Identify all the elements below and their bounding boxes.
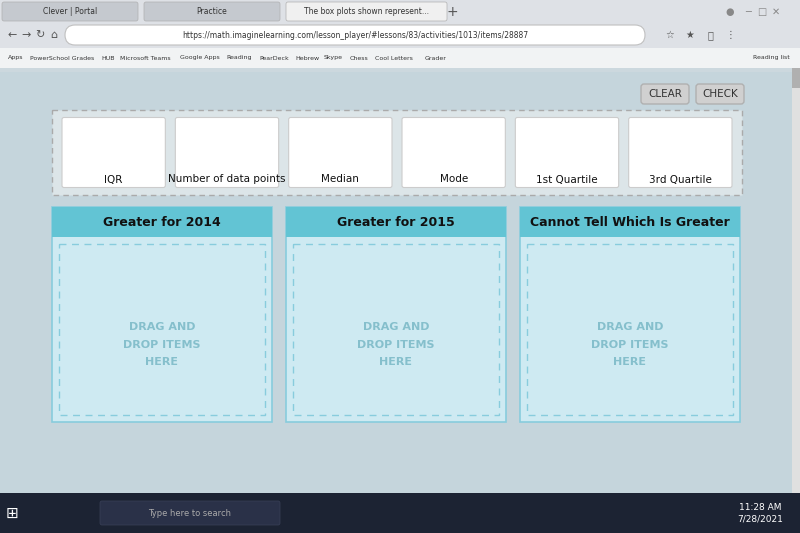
Text: Number of data points: Number of data points [168,174,286,184]
Text: Skype: Skype [324,55,343,61]
Text: □: □ [758,7,766,17]
Text: 7/28/2021: 7/28/2021 [737,514,783,523]
FancyBboxPatch shape [402,117,506,188]
Text: 👤: 👤 [707,30,713,40]
Bar [520,207,740,422]
Text: Median: Median [322,174,359,184]
Text: DRAG AND
DROP ITEMS
HERE: DRAG AND DROP ITEMS HERE [358,322,434,367]
Text: Grader: Grader [425,55,447,61]
Text: +: + [446,5,458,19]
FancyBboxPatch shape [62,117,166,188]
Text: ⋮: ⋮ [725,30,735,40]
Bar [293,244,499,415]
FancyBboxPatch shape [65,25,645,45]
Text: The box plots shown represent...: The box plots shown represent... [304,7,429,17]
FancyBboxPatch shape [2,2,138,21]
Text: ●: ● [726,7,734,17]
Text: IQR: IQR [105,174,123,184]
Text: ⌂: ⌂ [50,30,58,40]
Bar [527,244,733,415]
Bar [0,68,792,493]
Bar [286,207,506,237]
FancyBboxPatch shape [100,501,280,525]
FancyBboxPatch shape [515,117,618,188]
Text: CHECK: CHECK [702,89,738,99]
Bar [792,68,800,88]
Bar [59,244,265,415]
Text: ★: ★ [686,30,694,40]
Text: ↻: ↻ [35,30,45,40]
Text: DRAG AND
DROP ITEMS
HERE: DRAG AND DROP ITEMS HERE [591,322,669,367]
Bar [52,207,272,422]
Text: Google Apps: Google Apps [180,55,220,61]
Text: Clever | Portal: Clever | Portal [43,7,97,17]
Text: Cool Letters: Cool Letters [375,55,413,61]
Text: →: → [22,30,30,40]
Text: 1st Quartile: 1st Quartile [536,174,598,184]
FancyBboxPatch shape [696,84,744,104]
Text: Mode: Mode [439,174,468,184]
Text: PearDeck: PearDeck [259,55,289,61]
Text: CLEAR: CLEAR [648,89,682,99]
Text: 3rd Quartile: 3rd Quartile [649,174,712,184]
Bar [52,207,272,237]
FancyBboxPatch shape [175,117,278,188]
Text: Practice: Practice [197,7,227,17]
FancyBboxPatch shape [289,117,392,188]
FancyBboxPatch shape [286,2,447,21]
Text: HUB: HUB [101,55,114,61]
Text: Greater for 2015: Greater for 2015 [337,215,455,229]
Text: ←: ← [7,30,17,40]
Text: Apps: Apps [8,55,23,61]
Bar [0,68,792,72]
Text: Greater for 2014: Greater for 2014 [103,215,221,229]
Text: Reading: Reading [226,55,252,61]
Text: Hebrew: Hebrew [295,55,319,61]
Text: Microsoft Teams: Microsoft Teams [119,55,170,61]
Text: ⊞: ⊞ [6,505,18,521]
Bar [0,493,800,533]
Text: PowerSchool Grades: PowerSchool Grades [30,55,94,61]
Bar [0,0,800,68]
Text: 11:28 AM: 11:28 AM [738,503,782,512]
Text: Cannot Tell Which Is Greater: Cannot Tell Which Is Greater [530,215,730,229]
Bar [286,207,506,422]
Text: Reading list: Reading list [754,55,790,61]
Text: Type here to search: Type here to search [149,508,231,518]
Bar [52,110,742,195]
Bar [0,0,800,22]
Text: Chess: Chess [350,55,368,61]
FancyBboxPatch shape [144,2,280,21]
Bar [0,48,800,68]
FancyBboxPatch shape [629,117,732,188]
FancyBboxPatch shape [641,84,689,104]
Text: ☆: ☆ [666,30,674,40]
Bar [520,207,740,237]
Bar [0,22,800,48]
Text: https://math.imaginelearning.com/lesson_player/#lessons/83/activities/1013/items: https://math.imaginelearning.com/lesson_… [182,30,528,39]
Text: DRAG AND
DROP ITEMS
HERE: DRAG AND DROP ITEMS HERE [123,322,201,367]
Bar [792,68,800,493]
Text: ✕: ✕ [772,7,780,17]
Text: ─: ─ [745,7,751,17]
